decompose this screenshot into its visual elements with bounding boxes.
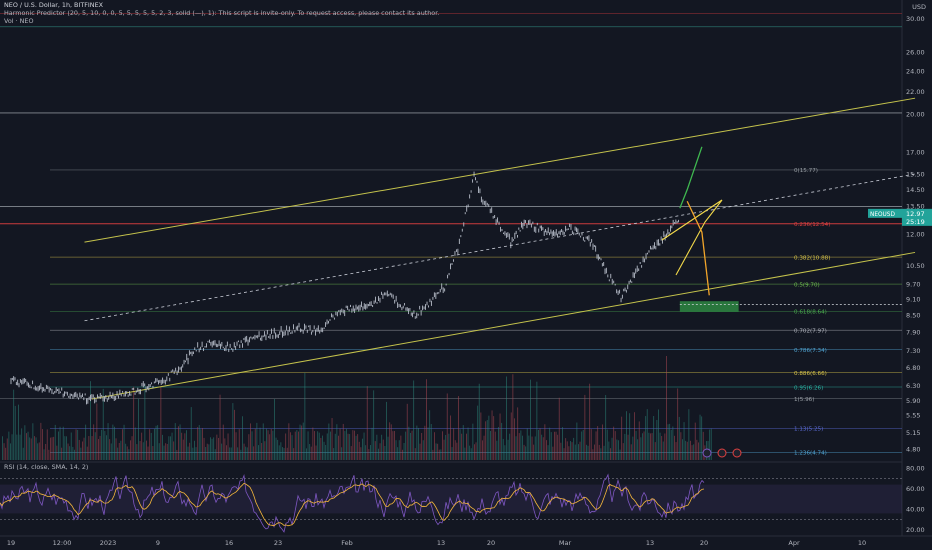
y-tick-label: 14.50 bbox=[906, 186, 925, 194]
fib-level-label: 0.382(10.88) bbox=[794, 255, 830, 261]
y-tick-label: 4.80 bbox=[906, 446, 920, 454]
y-tick-label: 9.10 bbox=[906, 295, 920, 303]
candles bbox=[10, 171, 679, 405]
symbol-badge-label: NEOUSD bbox=[870, 212, 895, 218]
x-tick-label: 19 bbox=[7, 539, 15, 547]
volume-legend[interactable]: Vol · NEO bbox=[4, 17, 34, 25]
y-tick-label: 5.90 bbox=[906, 397, 920, 405]
price-badge-countdown: 25:19 bbox=[906, 218, 925, 226]
fib-level-label: 0.886(6.66) bbox=[794, 371, 827, 377]
y-tick-label: 10.50 bbox=[906, 262, 925, 270]
y-tick-label: 5.55 bbox=[906, 412, 920, 420]
bearish-projection bbox=[686, 200, 710, 296]
y-tick-label: 6.80 bbox=[906, 364, 920, 372]
y-tick-label: 8.50 bbox=[906, 311, 920, 319]
x-tick-label: 16 bbox=[225, 539, 233, 547]
symbol-badge bbox=[868, 208, 902, 218]
x-tick-label: 2023 bbox=[100, 539, 117, 547]
volume-bars bbox=[2, 355, 712, 460]
event-icon bbox=[702, 448, 712, 458]
y-tick-label: 7.90 bbox=[906, 329, 920, 337]
y-tick-label: 24.00 bbox=[906, 68, 925, 76]
y-tick-label: 30.00 bbox=[906, 15, 925, 23]
y-tick-label: 5.15 bbox=[906, 429, 920, 437]
x-tick-label: 10 bbox=[858, 539, 866, 547]
rsi-legend[interactable]: RSI (14, close, SMA, 14, 2) bbox=[4, 463, 89, 471]
price-axis bbox=[902, 0, 932, 550]
harmonic-wedge bbox=[661, 199, 723, 276]
fib-level-label: 0(15.77) bbox=[794, 168, 818, 174]
y-tick-label: 26.00 bbox=[906, 49, 925, 57]
x-tick-label: Feb bbox=[341, 539, 353, 547]
bullish-projection bbox=[679, 146, 703, 209]
indicator-legend[interactable]: Harmonic Predictor (20, 5, 10, 0, 0, 5, … bbox=[4, 9, 440, 17]
target-zone bbox=[679, 301, 739, 312]
rsi-tick-label: 60.00 bbox=[906, 485, 925, 493]
fib-level-label: 0.618(8.64) bbox=[794, 310, 827, 316]
currency-label[interactable]: USD bbox=[912, 3, 926, 11]
x-tick-label: Mar bbox=[559, 539, 572, 547]
fib-level-label: 0.702(7.97) bbox=[794, 329, 827, 335]
y-tick-label: 12.00 bbox=[906, 230, 925, 238]
x-tick-label: 13 bbox=[646, 539, 654, 547]
y-tick-label: 13.50 bbox=[906, 203, 925, 211]
fib-level-label: 0.95(6.26) bbox=[794, 385, 823, 391]
chart-title: NEO / U.S. Dollar, 1h, BITFINEX bbox=[4, 1, 103, 9]
x-tick-label: 13 bbox=[437, 539, 445, 547]
x-tick-label: 12:00 bbox=[53, 539, 72, 547]
y-tick-label: 7.30 bbox=[906, 347, 920, 355]
fib-level-label: 1.236(4.74) bbox=[794, 451, 827, 457]
x-tick-label: 23 bbox=[274, 539, 282, 547]
rsi-tick-label: 40.00 bbox=[906, 506, 925, 514]
y-tick-label: 6.30 bbox=[906, 382, 920, 390]
y-tick-label: 17.00 bbox=[906, 149, 925, 157]
rsi-band bbox=[0, 484, 902, 514]
y-tick-label: 9.70 bbox=[906, 280, 920, 288]
y-tick-label: 22.00 bbox=[906, 88, 925, 96]
rsi-tick-label: 80.00 bbox=[906, 464, 925, 472]
price-badge-value: 12.97 bbox=[906, 210, 925, 218]
x-tick-label: 20 bbox=[487, 539, 495, 547]
rsi-ma-line bbox=[0, 482, 705, 527]
rsi-tick-label: 20.00 bbox=[906, 526, 925, 534]
event-icon bbox=[717, 448, 727, 458]
channel-upper-line bbox=[84, 97, 916, 243]
mid-trend-line bbox=[84, 173, 916, 322]
channel-lower-line bbox=[91, 251, 916, 400]
fib-level-label: 0.786(7.34) bbox=[794, 348, 827, 354]
fib-level-label: 1.13(5.25) bbox=[794, 427, 823, 433]
price-badge bbox=[902, 208, 932, 226]
fib-level-label: 1(5.96) bbox=[794, 397, 814, 403]
x-tick-label: 9 bbox=[156, 539, 160, 547]
event-icon bbox=[732, 448, 742, 458]
rsi-line bbox=[0, 473, 705, 533]
x-tick-label: Apr bbox=[788, 539, 800, 547]
y-tick-label: 15.50 bbox=[906, 170, 925, 178]
fib-level-label: 0.5(9.70) bbox=[794, 282, 820, 288]
x-tick-label: 20 bbox=[700, 539, 708, 547]
fib-level-label: 0.236(12.54) bbox=[794, 222, 830, 228]
y-tick-label: 20.00 bbox=[906, 110, 925, 118]
